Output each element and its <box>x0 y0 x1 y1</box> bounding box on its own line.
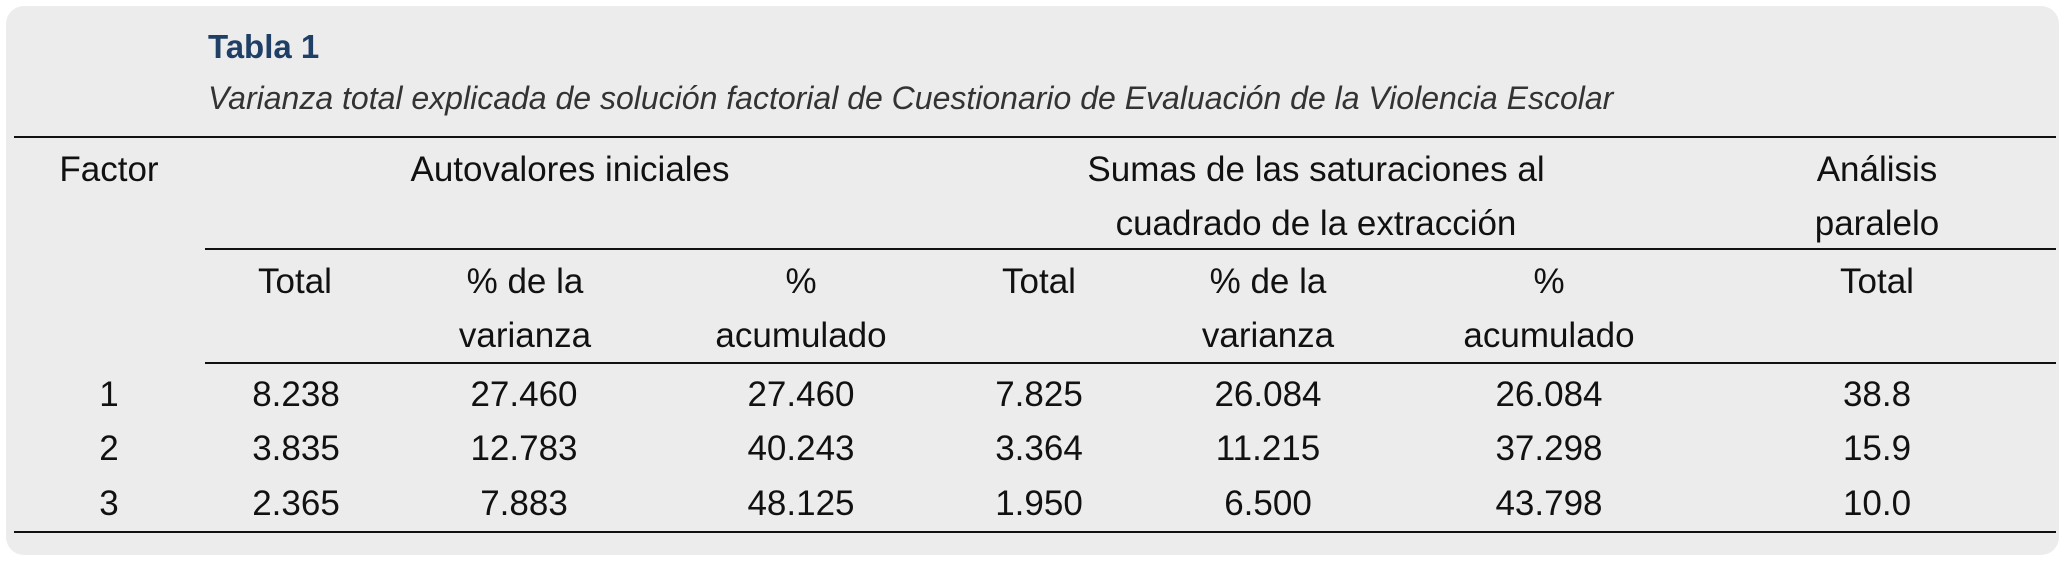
table-cell: 26.084 <box>1495 375 1603 414</box>
header-parallel-line1: Análisis <box>1816 150 1938 189</box>
table-cell: 43.798 <box>1495 484 1603 523</box>
col-header-total-1: Total <box>258 262 332 301</box>
table-cell: 6.500 <box>1224 484 1312 523</box>
table-cell: 40.243 <box>747 429 855 468</box>
table-cell: 7.825 <box>995 375 1083 414</box>
col-header-variance-1-line2: varianza <box>458 316 592 355</box>
table-cell: 27.460 <box>747 375 855 414</box>
header-extraction-line2: cuadrado de la extracción <box>1115 204 1517 243</box>
header-initial-eigenvalues: Autovalores iniciales <box>410 150 730 189</box>
table-cell: 2.365 <box>252 484 340 523</box>
col-header-variance-2-line1: % de la <box>1209 262 1327 301</box>
col-header-variance-1-line1: % de la <box>466 262 584 301</box>
col-header-cumulative-1-line2: acumulado <box>715 316 887 355</box>
table-cell: 8.238 <box>252 375 340 414</box>
table-cell: 26.084 <box>1214 375 1322 414</box>
table-card <box>6 6 2059 555</box>
header-factor: Factor <box>59 150 159 189</box>
col-header-variance-2-line2: varianza <box>1201 316 1335 355</box>
table-cell: 11.215 <box>1215 429 1321 468</box>
table-title: Tabla 1 <box>208 28 320 65</box>
group-header-rule <box>205 248 2056 250</box>
col-header-total-3: Total <box>1840 262 1914 301</box>
bottom-rule <box>14 531 2056 533</box>
table-cell: 1.950 <box>995 484 1083 523</box>
column-header-rule <box>205 362 2056 364</box>
table-cell: 3 <box>99 484 119 523</box>
table-cell: 10.0 <box>1842 484 1912 523</box>
table-cell: 48.125 <box>747 484 855 523</box>
table-cell: 15.9 <box>1842 429 1912 468</box>
table-cell: 3.364 <box>995 429 1083 468</box>
table-cell: 37.298 <box>1495 429 1603 468</box>
col-header-cumulative-1-line1: % <box>785 262 817 301</box>
col-header-cumulative-2-line2: acumulado <box>1463 316 1635 355</box>
header-extraction-line1: Sumas de las saturaciones al <box>1087 150 1545 189</box>
table-cell: 38.8 <box>1842 375 1912 414</box>
table-cell: 27.460 <box>470 375 578 414</box>
table-cell: 12.783 <box>470 429 578 468</box>
table-cell: 1 <box>99 375 119 414</box>
top-rule <box>14 136 2056 138</box>
table-cell: 2 <box>99 429 119 468</box>
table-cell: 7.883 <box>480 484 568 523</box>
col-header-total-2: Total <box>1002 262 1076 301</box>
table-subtitle: Varianza total explicada de solución fac… <box>208 80 1614 116</box>
table-cell: 3.835 <box>252 429 340 468</box>
col-header-cumulative-2-line1: % <box>1533 262 1565 301</box>
header-parallel-line2: paralelo <box>1814 204 1940 243</box>
